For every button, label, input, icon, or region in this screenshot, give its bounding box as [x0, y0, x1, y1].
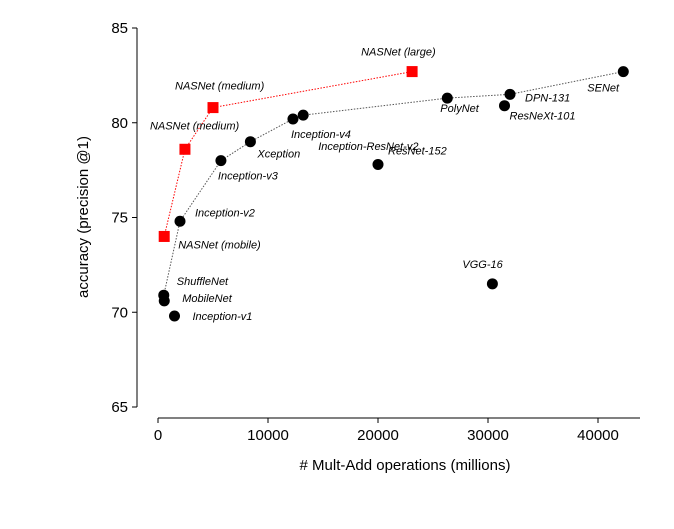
point — [372, 158, 384, 170]
point-label: Inception-ResNet-v2 — [318, 141, 418, 153]
point-label: Xception — [256, 149, 300, 161]
x-axis-title: # Mult-Add operations (millions) — [300, 457, 511, 474]
point-label: PolyNet — [440, 103, 479, 115]
point-label: NASNet (large) — [361, 47, 436, 59]
point — [158, 230, 170, 242]
point-label: NASNet (medium) — [150, 120, 240, 132]
point-label: ResNet-152 — [388, 145, 447, 157]
point-label: ResNeXt-101 — [510, 111, 576, 123]
y-tick-label: 65 — [111, 399, 128, 416]
point-label: Inception-v4 — [291, 129, 351, 141]
point — [441, 92, 453, 104]
point — [244, 136, 256, 148]
y-tick-label: 75 — [111, 210, 128, 227]
point-label: VGG-16 — [462, 259, 503, 271]
point-label: MobileNet — [182, 293, 232, 305]
y-tick-label: 80 — [111, 115, 128, 132]
point — [486, 278, 498, 290]
point — [207, 102, 219, 114]
point-label: SENet — [587, 83, 620, 95]
point-label: Inception-v3 — [218, 171, 279, 183]
point — [287, 113, 299, 125]
point — [617, 66, 629, 78]
x-tick-label: 20000 — [357, 427, 399, 444]
point — [499, 100, 510, 112]
x-tick-label: 0 — [154, 427, 162, 444]
point-label: Inception-v1 — [193, 311, 253, 323]
point — [215, 155, 227, 167]
point-label: Inception-v2 — [195, 207, 255, 219]
point — [174, 215, 186, 227]
point — [504, 88, 516, 100]
x-tick-label: 10000 — [247, 427, 289, 444]
x-tick-label: 30000 — [467, 427, 509, 444]
y-tick-label: 85 — [111, 20, 128, 37]
point — [179, 143, 191, 155]
frontier-line — [163, 71, 413, 237]
y-axis-title: accuracy (precision @1) — [75, 136, 92, 298]
point — [158, 295, 170, 307]
frontier-line — [163, 71, 624, 296]
point-label: NASNet (mobile) — [178, 239, 261, 251]
point — [406, 66, 418, 78]
x-tick-label: 40000 — [577, 427, 619, 444]
point — [169, 310, 180, 322]
point-label: ShuffleNet — [177, 276, 229, 288]
y-tick-label: 70 — [111, 304, 128, 321]
point-label: NASNet (medium) — [175, 81, 265, 93]
point — [297, 109, 309, 121]
point-label: DPN-131 — [525, 92, 570, 104]
